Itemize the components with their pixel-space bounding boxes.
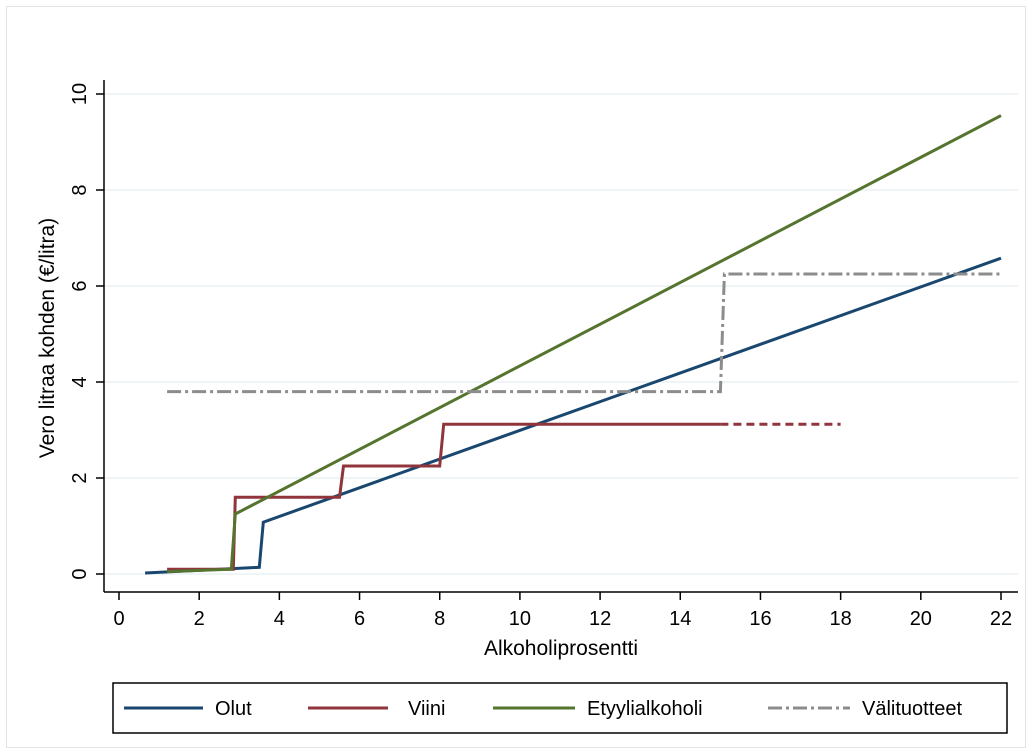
legend: Olut Viini Etyylialkoholi Välituotteet [112, 682, 1008, 734]
x-tick-label-18: 18 [830, 608, 852, 630]
axes: 0 2 4 6 8 10 12 14 16 18 20 22 0 2 4 6 8 10 [69, 80, 1018, 630]
legend-label-3: Välituotteet [862, 698, 963, 720]
y-tick-label-6: 6 [69, 280, 91, 291]
series-line-välituotteet [167, 272, 1001, 394]
series-line-olut [145, 256, 1002, 575]
x-tick-label-4: 4 [274, 608, 285, 630]
y-tick-label-2: 2 [69, 472, 91, 483]
x-tick-label-20: 20 [910, 608, 932, 630]
x-tick-label-10: 10 [509, 608, 531, 630]
x-tick-label-22: 22 [990, 608, 1012, 630]
x-tick-label-6: 6 [354, 608, 365, 630]
legend-label-0: Olut [215, 698, 252, 720]
x-tick-label-2: 2 [194, 608, 205, 630]
chart-frame [6, 6, 1026, 748]
y-tick-label-0: 0 [69, 568, 91, 579]
x-tick-label-8: 8 [434, 608, 445, 630]
x-axis-title: Alkoholiprosentti [484, 637, 638, 660]
x-tick-label-14: 14 [669, 608, 691, 630]
series-lines [145, 114, 1002, 575]
x-tick-label-16: 16 [749, 608, 771, 630]
x-tick-label-0: 0 [113, 608, 124, 630]
y-axis-title: Vero litraa kohden (€/litra) [36, 218, 59, 458]
y-tick-label-10: 10 [69, 83, 91, 105]
y-tick-label-4: 4 [69, 376, 91, 387]
legend-label-1: Viini [408, 698, 445, 720]
grid [104, 93, 1018, 575]
series-line-viini [167, 422, 721, 571]
series-line-etyylialkoholi [167, 114, 1002, 574]
x-tick-label-12: 12 [589, 608, 611, 630]
legend-label-2: Etyylialkoholi [587, 698, 703, 720]
y-tick-label-8: 8 [69, 184, 91, 195]
